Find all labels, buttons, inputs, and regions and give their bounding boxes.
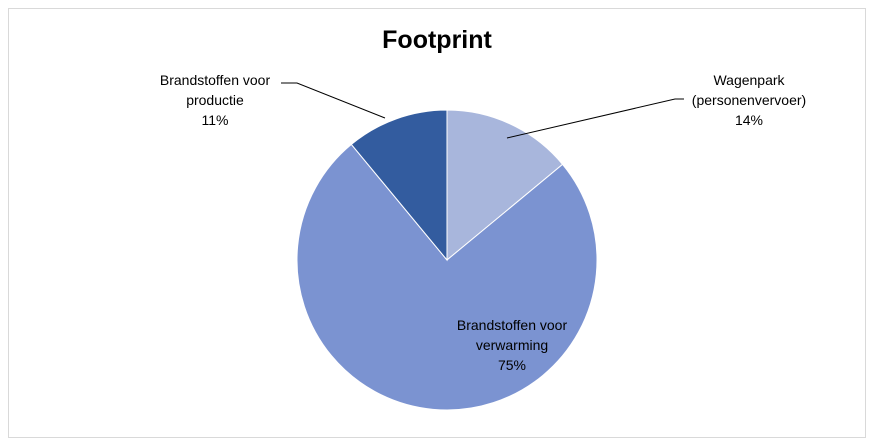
slice-value-label: 14% — [734, 112, 764, 128]
leader-lines — [281, 82, 684, 139]
slice-value-label: 75% — [497, 357, 527, 373]
slice-label-wagenpark: Wagenpark (personenvervoer) 14% — [692, 70, 806, 130]
slice-label-line: Brandstoffen voor — [456, 317, 568, 333]
slice-label-productie: Brandstoffen voor productie 11% — [160, 70, 270, 130]
slice-label-line: Brandstoffen voor — [159, 72, 271, 88]
slice-value-label: 11% — [201, 112, 229, 128]
chart-title: Footprint — [382, 26, 492, 54]
slice-label-line: verwarming — [475, 337, 549, 353]
slice-label-line: Wagenpark — [713, 72, 785, 88]
slice-label-line: (personenvervoer) — [691, 92, 807, 108]
leader-line-wagenpark — [506, 98, 684, 139]
slice-label-line: productie — [186, 92, 244, 108]
pie-slice-0 — [446, 109, 564, 262]
leader-line-productie — [281, 82, 386, 119]
slice-label-verwarming: Brandstoffen voor verwarming 75% — [457, 315, 567, 375]
pie-slices — [296, 109, 598, 411]
pie-slice-2 — [350, 109, 448, 262]
pie-slice-1 — [296, 143, 598, 411]
